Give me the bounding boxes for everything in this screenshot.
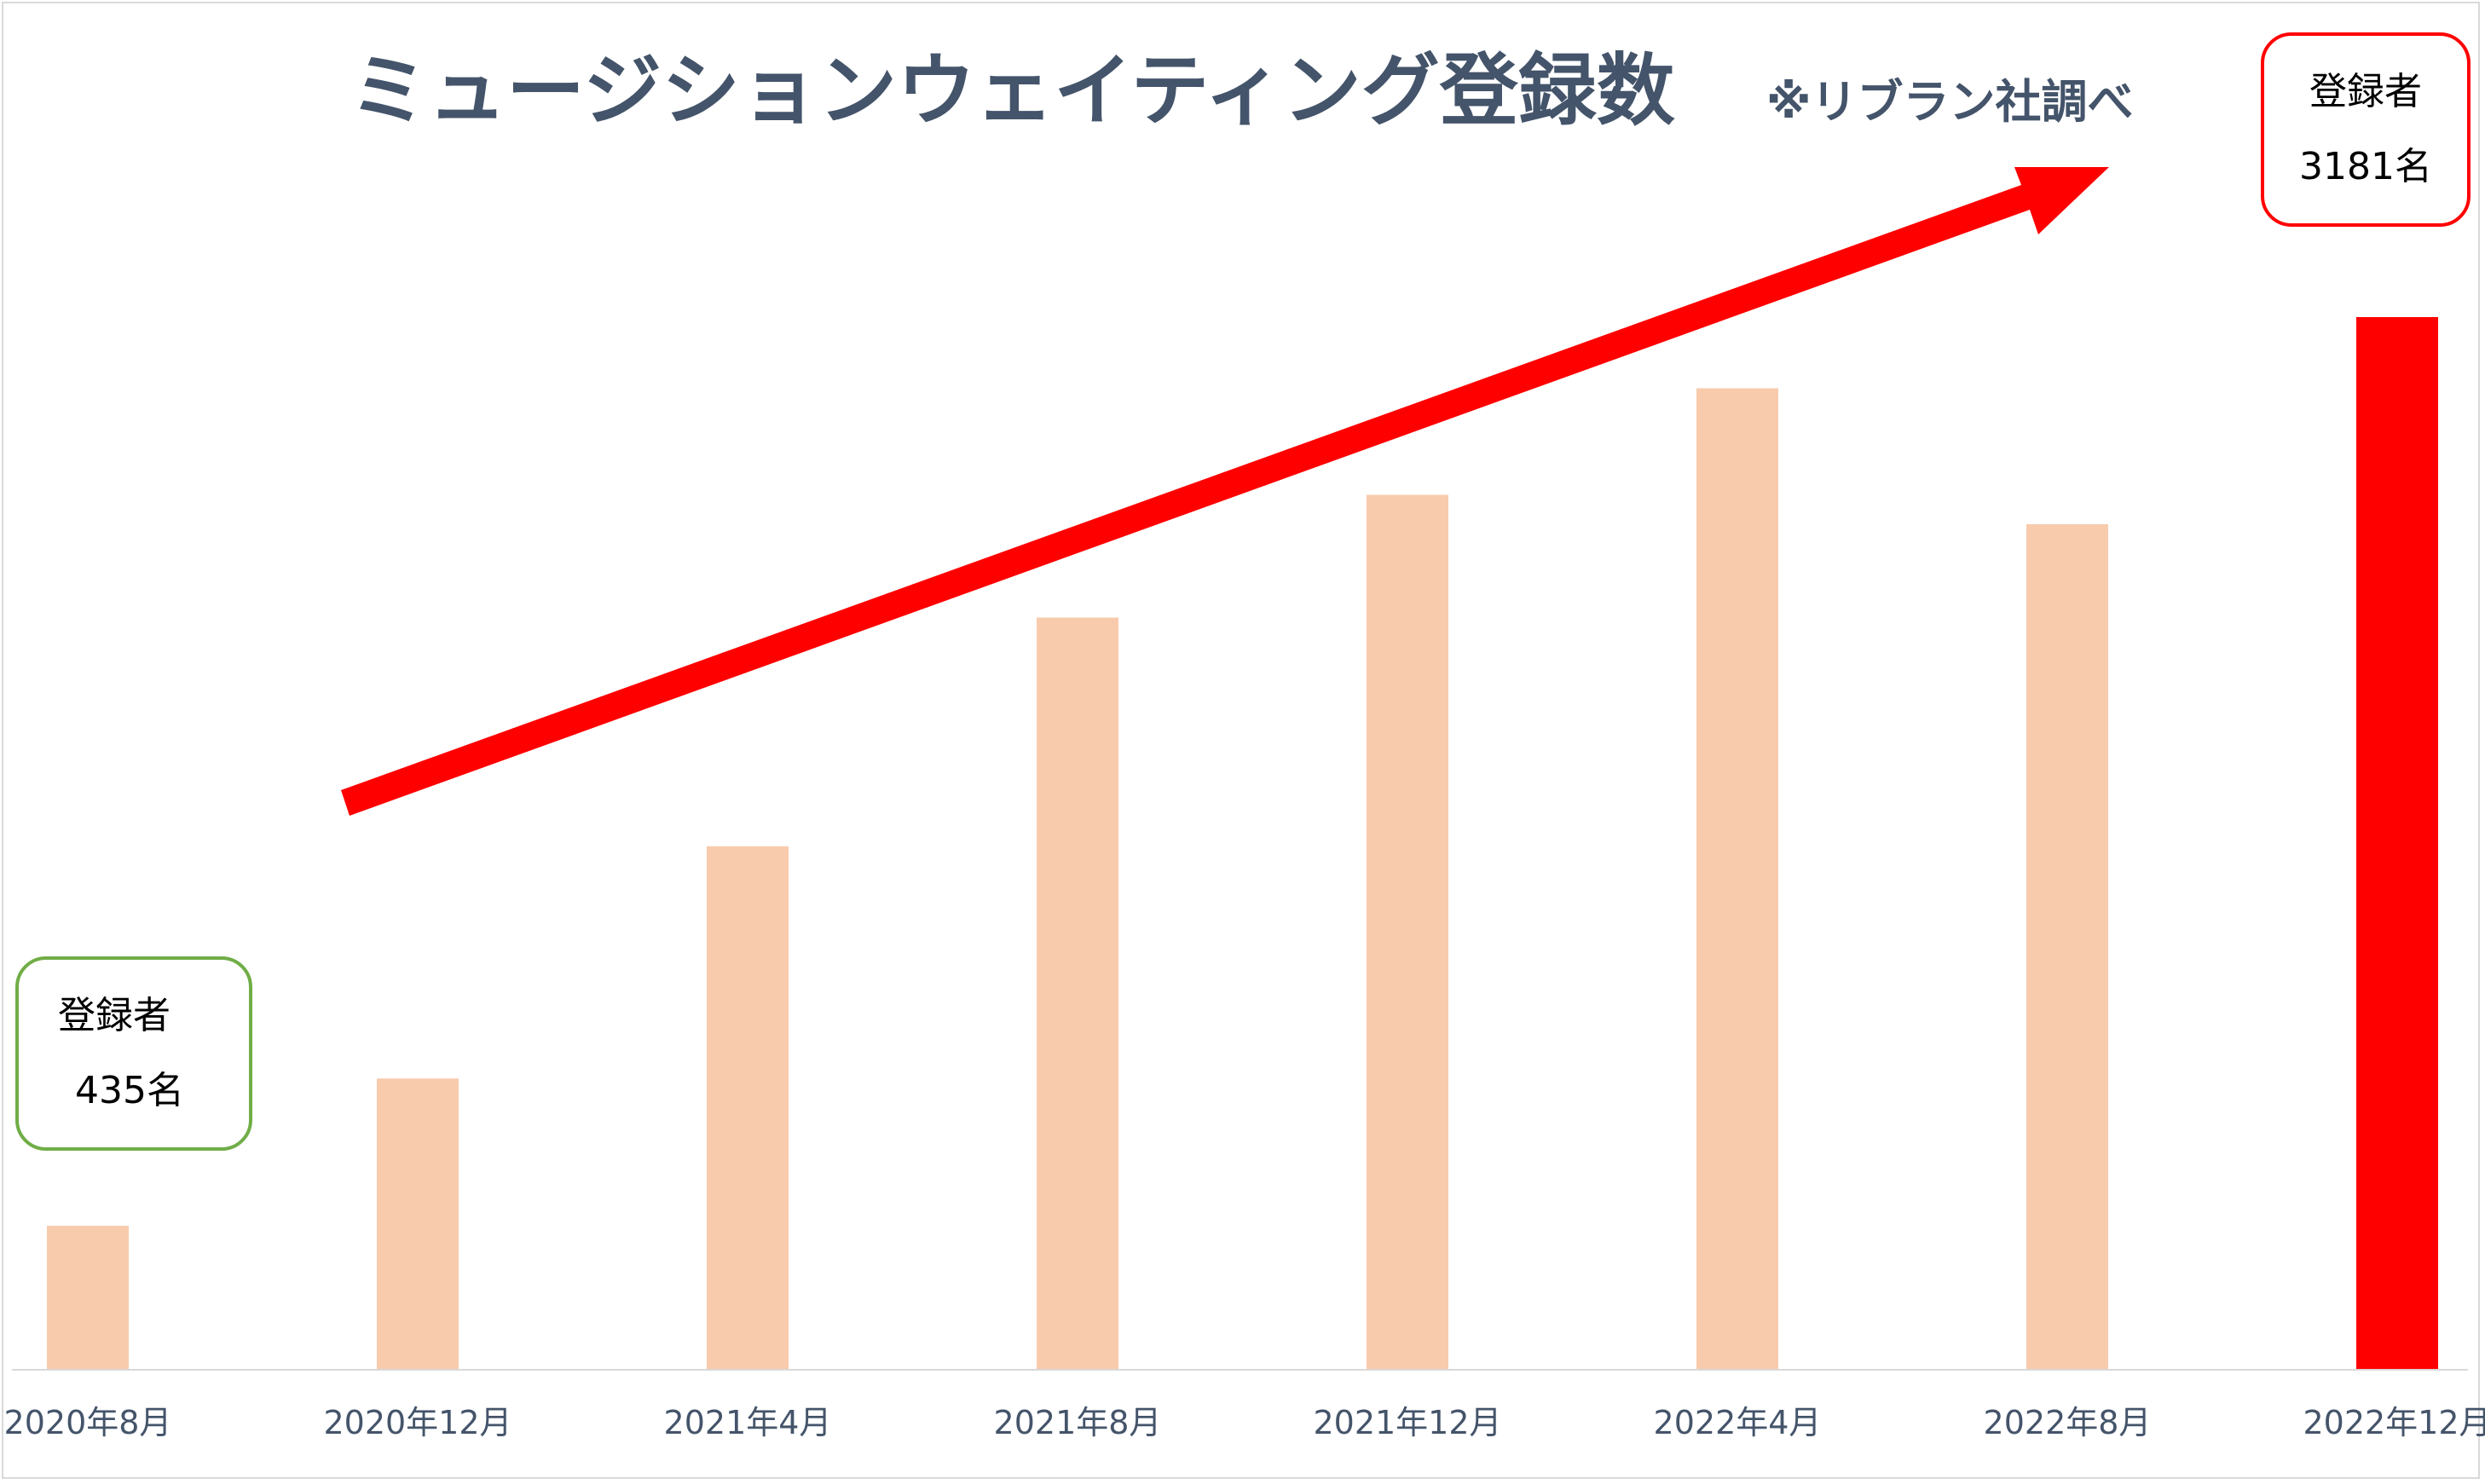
bar-4: [1037, 617, 1118, 1370]
x-tick-label-2: 2020年12月: [323, 1404, 511, 1441]
callout-first-label: 登録者: [58, 994, 170, 1037]
bar-2: [377, 1078, 459, 1370]
callout-first-value: 登録者 435名: [15, 956, 252, 1151]
x-tick-label-8: 2022年12月: [2303, 1404, 2485, 1441]
source-note: ※リブラン社調べ: [1766, 75, 2134, 129]
bar-3: [707, 846, 789, 1370]
x-tick-label-7: 2022年8月: [1984, 1404, 2152, 1441]
callout-last-value-text: 3181名: [2299, 145, 2432, 188]
callout-last-label: 登録者: [2309, 70, 2422, 113]
x-tick-label-4: 2021年8月: [994, 1404, 1162, 1441]
callout-last-value: 登録者 3181名: [2261, 32, 2471, 227]
bar-7: [2026, 524, 2108, 1370]
trend-arrow: [341, 167, 2109, 816]
x-tick-label-1: 2020年8月: [4, 1404, 172, 1441]
callout-first-value-text: 435名: [75, 1069, 184, 1112]
x-tick-label-3: 2021年4月: [664, 1404, 832, 1441]
bar-8: [2356, 317, 2438, 1370]
bar-1: [47, 1226, 129, 1370]
x-tick-label-5: 2021年12月: [1313, 1404, 1501, 1441]
bars-layer: [47, 317, 2438, 1370]
x-axis-ticks: 2020年8月 2020年12月 2021年4月 2021年8月 2021年12月 202…: [4, 1404, 2485, 1441]
chart-title: ミュージションウェイティング登録数: [350, 45, 1675, 136]
bar-6: [1696, 388, 1778, 1370]
x-tick-label-6: 2022年4月: [1654, 1404, 1822, 1441]
bar-5: [1367, 494, 1448, 1370]
